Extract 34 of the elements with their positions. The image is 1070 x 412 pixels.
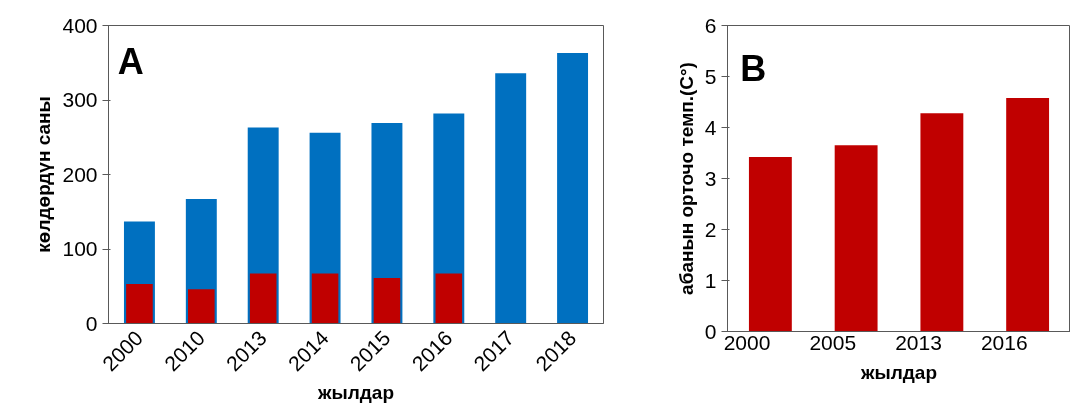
x-tick-label: 2013 [895,330,942,354]
y-tick-label: 100 [62,237,98,260]
annotation: A [117,40,144,82]
bar [834,145,878,332]
bar [249,273,277,324]
x-axis-title: жылдар [860,361,937,383]
bar [311,273,339,324]
bar [748,157,792,332]
y-axis-title: көлдөрдүн саны [33,96,55,253]
x-axis-title: жылдар [317,382,394,404]
bar [1006,97,1050,332]
y-tick-label: 2 [704,217,717,241]
bar [188,289,215,324]
bar [920,113,964,332]
bar [126,284,153,324]
y-tick-label: 400 [62,13,98,37]
y-tick-label: 200 [62,162,98,186]
y-tick-label: 1 [704,268,717,292]
x-tick-label: 2000 [723,330,771,354]
y-tick-label: 0 [704,319,717,343]
bar [435,273,463,324]
bar [373,278,401,324]
y-tick-label: 6 [704,13,717,37]
y-tick-label: 4 [704,115,717,139]
y-tick-label: 0 [85,311,98,335]
x-tick-label: 2005 [809,330,857,354]
y-axis-title: абанын орточо темп.(C°) [675,62,697,295]
annotation: B [740,47,767,89]
bar [557,53,589,324]
y-tick-label: 3 [704,166,717,190]
bar [495,73,527,324]
x-tick-label: 2016 [980,330,1028,354]
y-tick-label: 300 [62,88,98,111]
y-tick-label: 5 [704,64,717,88]
